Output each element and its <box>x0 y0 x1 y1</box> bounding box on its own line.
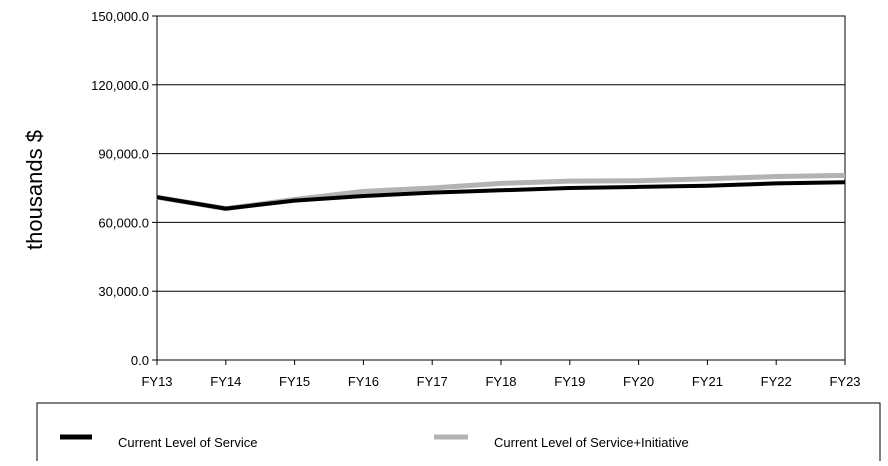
x-tick-label: FY20 <box>623 374 654 389</box>
series-lines <box>156 172 846 212</box>
y-tick-label: 90,000.0 <box>98 147 149 162</box>
legend: Current Level of Service Current Level o… <box>36 402 881 466</box>
x-tick-label: FY16 <box>348 374 379 389</box>
y-tick-label: 60,000.0 <box>98 215 149 230</box>
y-axis-ticks: 0.0 30,000.0 60,000.0 90,000.0 120,000.0 150,… <box>91 9 157 368</box>
y-tick-label: 150,000.0 <box>91 9 149 24</box>
x-tick-label: FY19 <box>554 374 585 389</box>
legend-label-initiative: Current Level of Service+Initiative <box>494 435 689 450</box>
x-axis-ticks: FY13 FY14 FY15 FY16 FY17 FY18 FY19 FY20 FY21 FY22… <box>141 360 861 389</box>
x-tick-label: FY21 <box>692 374 723 389</box>
legend-box <box>36 402 881 466</box>
gridlines <box>157 84 845 292</box>
y-tick-label: 120,000.0 <box>91 78 149 93</box>
series-line-current <box>156 180 846 211</box>
x-tick-label: FY22 <box>761 374 792 389</box>
legend-label-current: Current Level of Service <box>118 435 257 450</box>
y-axis-label: thousands $ <box>22 130 47 250</box>
x-tick-label: FY23 <box>829 374 860 389</box>
x-tick-label: FY15 <box>279 374 310 389</box>
x-tick-label: FY14 <box>210 374 241 389</box>
x-tick-label: FY18 <box>485 374 516 389</box>
x-tick-label: FY13 <box>141 374 172 389</box>
y-tick-label: 30,000.0 <box>98 284 149 299</box>
x-tick-label: FY17 <box>417 374 448 389</box>
y-tick-label: 0.0 <box>131 353 149 368</box>
